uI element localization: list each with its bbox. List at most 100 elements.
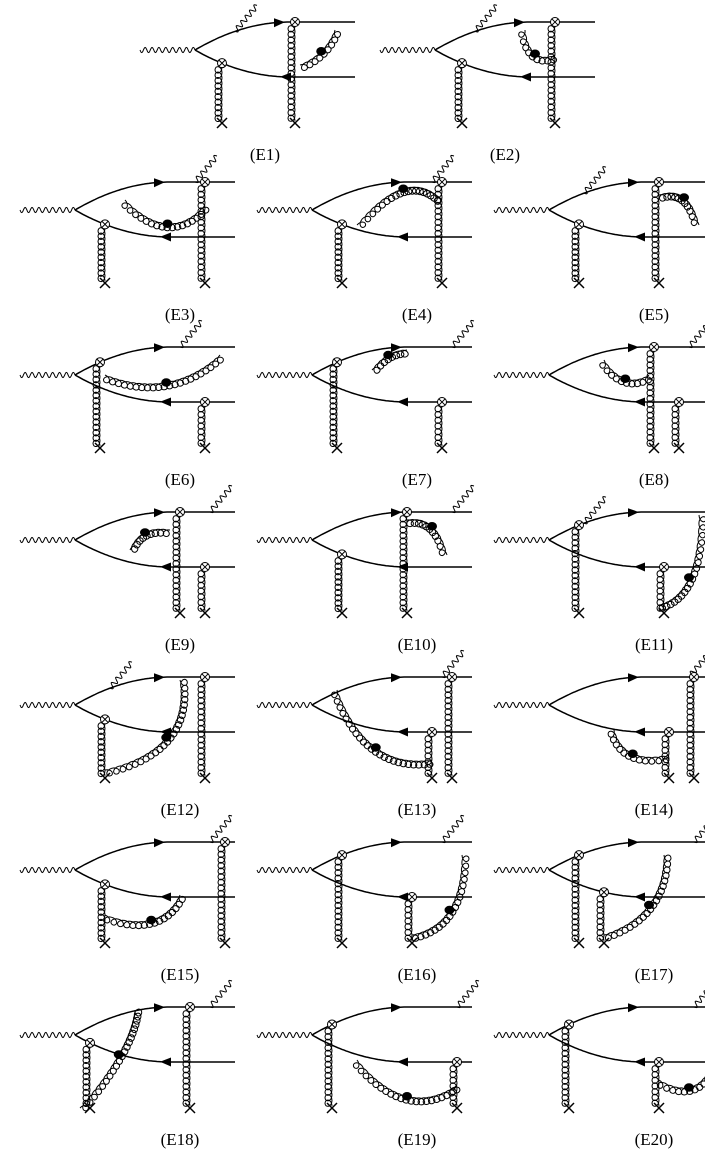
gluon (98, 723, 105, 777)
gluon (572, 529, 579, 612)
blob (140, 528, 150, 536)
gluon (105, 679, 188, 776)
gluon (215, 67, 222, 122)
arrow (154, 1003, 165, 1012)
arrow (628, 673, 639, 682)
blob (620, 375, 630, 383)
gluon (183, 1011, 190, 1107)
feynman-diagram (494, 650, 705, 783)
photon (20, 537, 75, 542)
gluon (405, 901, 412, 941)
feynman-diagram (20, 662, 235, 783)
arrow (634, 398, 645, 407)
gluon (435, 186, 442, 282)
blob (146, 916, 156, 924)
diagram-label: (E3) (165, 305, 195, 324)
feynman-diagram (257, 980, 479, 1113)
antiquark-line (75, 1035, 235, 1062)
arrow (154, 673, 165, 682)
arrow (160, 563, 171, 572)
gluon (332, 690, 434, 768)
photon (494, 702, 549, 707)
diagram-label: (E11) (635, 635, 673, 654)
gluon (407, 520, 447, 556)
arrow (634, 893, 645, 902)
photon (20, 1032, 75, 1037)
gluon (652, 186, 659, 282)
photon (694, 980, 705, 1007)
blob (402, 1092, 412, 1100)
gluon (412, 855, 469, 941)
feynman-diagram (257, 650, 472, 783)
arrow (397, 233, 408, 242)
gluon (98, 888, 105, 942)
feynman-diagram (20, 155, 235, 288)
antiquark-line (549, 705, 705, 732)
arrow (154, 508, 165, 517)
photon (20, 372, 75, 377)
photon (257, 537, 312, 542)
arrow (628, 1003, 639, 1012)
gluon (647, 351, 654, 447)
gluon (600, 360, 652, 387)
blob (163, 220, 173, 228)
quark-line (549, 347, 705, 375)
gluon (198, 681, 205, 777)
diagram-label: (E18) (161, 1130, 200, 1149)
photon (494, 1032, 549, 1037)
photon (494, 372, 549, 377)
photon (210, 815, 232, 842)
arrow (397, 893, 408, 902)
photon (257, 1032, 312, 1037)
gluon (198, 406, 205, 446)
blob (161, 733, 171, 741)
diagram-label: (E12) (161, 800, 200, 819)
gluon (597, 896, 604, 941)
photon (20, 702, 75, 707)
arrow (154, 178, 165, 187)
diagram-label: (E1) (250, 145, 280, 164)
photon (20, 867, 75, 872)
diagram-label: (E16) (398, 965, 437, 984)
gluon (659, 193, 699, 226)
blob (398, 185, 408, 193)
gluon (198, 571, 205, 611)
photon (257, 372, 312, 377)
arrow (274, 18, 285, 27)
diagram-label: (E7) (402, 470, 432, 489)
diagram-label: (E4) (402, 305, 432, 324)
gluon (435, 406, 442, 446)
photon (180, 320, 202, 347)
arrow (391, 508, 402, 517)
arrow (520, 73, 531, 82)
gluon (400, 516, 407, 612)
blob (628, 750, 638, 758)
gluon (335, 558, 342, 612)
arrow (634, 563, 645, 572)
feynman-diagram (20, 980, 235, 1113)
gluon (173, 516, 180, 612)
diagram-label: (E19) (398, 1130, 437, 1149)
gluon (93, 366, 100, 447)
feynman-diagram (257, 320, 474, 453)
diagram-label: (E15) (161, 965, 200, 984)
blob (383, 351, 393, 359)
diagram-label: (E17) (635, 965, 674, 984)
diagram-sheet: (E1)(E2)(E3)(E4)(E5)(E6)(E7)(E8)(E9)(E10… (0, 0, 705, 1165)
gluon (325, 1028, 332, 1106)
photon (494, 867, 549, 872)
blob (644, 901, 654, 909)
blob (445, 906, 455, 914)
gluon (455, 67, 462, 122)
gluon (98, 228, 105, 282)
arrow (628, 178, 639, 187)
antiquark-line (312, 1035, 472, 1062)
arrow (160, 1058, 171, 1067)
feynman-diagram (494, 320, 705, 453)
blob (679, 193, 689, 201)
gluon (83, 1046, 90, 1106)
gluon (450, 1066, 457, 1106)
arrow (628, 508, 639, 517)
quark-line (549, 677, 705, 705)
photon (380, 47, 435, 52)
